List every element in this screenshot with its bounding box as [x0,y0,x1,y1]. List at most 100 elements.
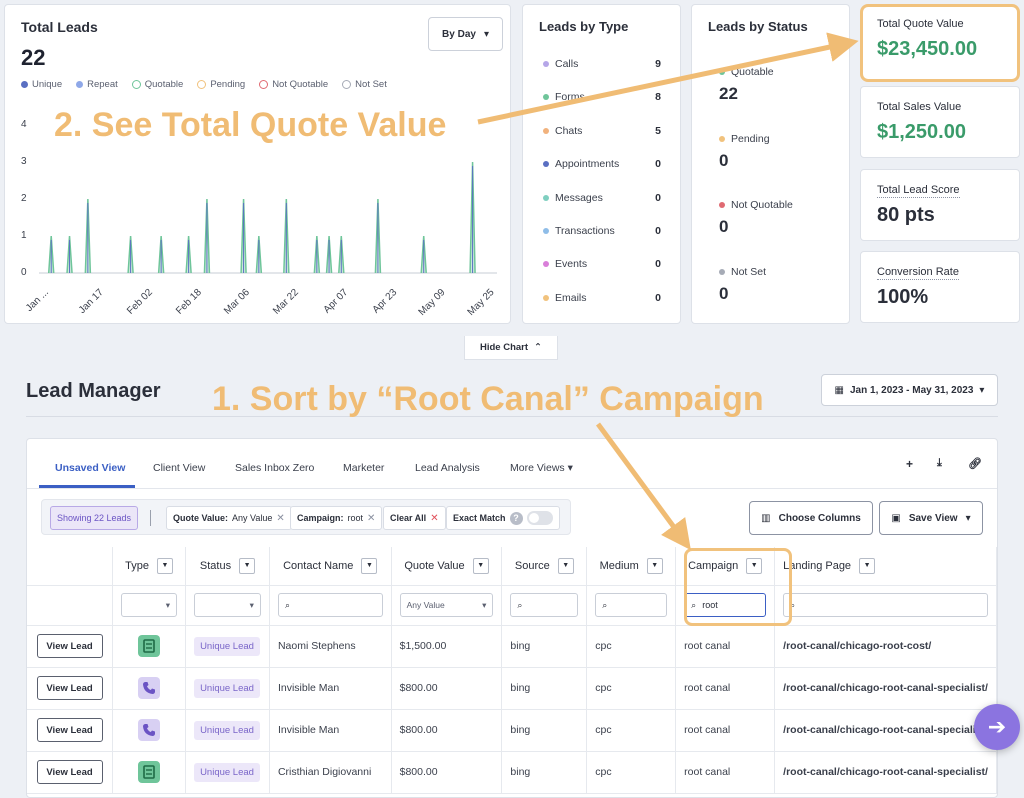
chevron-down-icon[interactable]: ▼ [239,557,256,574]
leads-status-row[interactable]: Not Set 0 [719,266,766,304]
view-tabs: Unsaved View Client View Sales Inbox Zer… [27,439,997,489]
view-lead-button[interactable]: View Lead [36,760,103,784]
leads-type-label: Calls [555,58,579,70]
column-header-landing-page[interactable]: Landing Page ▼ [774,547,997,586]
tab-more-views[interactable]: More Views ▾ [510,462,573,474]
hide-chart-label: Hide Chart [479,342,529,353]
table-row[interactable]: View Lead Unique Lead Invisible Man $800.00… [27,667,997,710]
table-row[interactable]: View Lead Unique Lead Invisible Man $800.00… [27,709,997,752]
download-icon[interactable]: ⤓ [937,457,942,469]
chart-legend: Unique Repeat Quotable Pending Not Quotable N… [21,79,387,90]
y-tick-label: 4 [21,119,27,130]
column-header-source[interactable]: Source ▼ [501,547,588,586]
leads-type-row[interactable]: Emails 0 [543,292,661,304]
showing-count-label: Showing 22 Leads [57,513,132,523]
divider [150,510,151,526]
leads-type-row[interactable]: Calls 9 [543,58,661,70]
type-filter-select[interactable]: ▾ [121,593,178,617]
landing-page-link[interactable]: /root-canal/chicago-root-canal-specialis… [774,667,997,710]
legend-item[interactable]: Quotable [131,79,183,90]
link-icon[interactable]: 🔗︎ [968,458,982,470]
landing-page-filter-input[interactable]: ⌕ [783,593,988,617]
clear-all-chip[interactable]: Clear All ✕ [383,506,446,530]
column-header-medium[interactable]: Medium ▼ [586,547,677,586]
legend-item[interactable]: Pending [197,79,245,90]
chevron-down-icon[interactable]: ▼ [361,557,378,574]
landing-page-link[interactable]: /root-canal/chicago-root-cost/ [774,625,997,668]
filter-cell: ⌕ [269,585,392,626]
plus-icon[interactable]: + [906,457,914,471]
legend-item[interactable]: Not Quotable [259,79,328,90]
view-lead-button[interactable]: View Lead [36,718,103,742]
choose-columns-button[interactable]: ▥ Choose Columns [749,501,873,535]
tab-lead-analysis[interactable]: Lead Analysis [415,462,480,474]
column-header-contact-name[interactable]: Contact Name ▼ [269,547,392,586]
chevron-down-icon[interactable]: ▼ [157,557,173,574]
quote-value-filter-select[interactable]: Any Value ▾ [399,593,494,617]
tab-unsaved-view[interactable]: Unsaved View [55,462,126,474]
view-lead-button[interactable]: View Lead [36,634,103,658]
leads-status-name: Pending [719,133,770,145]
type-cell [112,667,187,710]
leads-status-label: Not Set [731,266,767,279]
table-row[interactable]: View Lead Unique Lead Cristhian Digiovanni… [27,751,997,794]
chevron-down-icon[interactable]: ▼ [646,557,663,574]
landing-page-link[interactable]: /root-canal/chicago-root-canal-specialis… [774,751,997,794]
leads-status-count: 0 [719,284,729,304]
legend-item[interactable]: Not Set [342,79,387,90]
by-day-dropdown[interactable]: By Day ▾ [428,17,503,51]
close-icon[interactable]: ✕ [367,512,376,524]
leads-status-row[interactable]: Pending 0 [719,133,770,171]
chevron-down-icon[interactable]: ▼ [472,557,489,574]
view-lead-button[interactable]: View Lead [36,676,103,700]
exact-match-toggle[interactable]: Exact Match ? [446,506,560,530]
caret-down-icon: ▾ [483,28,489,40]
help-icon[interactable]: ? [509,511,523,525]
tab-client-view[interactable]: Client View [153,462,206,474]
column-header-campaign[interactable]: Campaign ▼ [675,547,776,586]
leads-type-row[interactable]: Forms 8 [543,91,661,103]
close-icon[interactable]: ✕ [276,512,285,524]
legend-item[interactable]: Repeat [76,79,118,90]
column-header-quote-value[interactable]: Quote Value ▼ [391,547,503,586]
column-header-status[interactable]: Status ▼ [185,547,270,586]
y-tick-label: 2 [21,193,27,204]
hide-chart-button[interactable]: Hide Chart ⌃ [464,336,558,360]
status-cell: Unique Lead [185,667,270,710]
chevron-down-icon[interactable]: ▼ [746,557,763,574]
contact-name-filter-input[interactable]: ⌕ [277,593,383,617]
chevron-down-icon[interactable]: ▼ [859,557,876,574]
leads-type-row[interactable]: Events 0 [543,258,661,270]
save-view-button[interactable]: ▣ Save View ▾ [879,501,983,535]
campaign-filter-input[interactable]: ⌕ root [684,593,767,617]
status-badge: Unique Lead [194,679,260,698]
conversion-rate: 100% [877,286,929,308]
landing-page-link[interactable]: /root-canal/chicago-root-canal-specialis… [774,709,997,752]
medium-filter-input[interactable]: ⌕ [595,593,668,617]
tab-marketer[interactable]: Marketer [343,462,385,474]
exact-match-switch[interactable] [526,511,553,525]
leads-status-row[interactable]: Not Quotable 0 [719,199,793,237]
column-header-type[interactable]: Type ▼ [112,547,187,586]
leads-type-row[interactable]: Appointments 0 [543,158,661,170]
leads-type-row[interactable]: Messages 0 [543,192,661,204]
leads-status-row[interactable]: Quotable 22 [719,66,774,104]
leads-type-row[interactable]: Transactions 0 [543,225,661,237]
leads-type-name: Transactions [543,225,615,237]
quote-value-filter-chip[interactable]: Quote Value: Any Value ✕ [166,506,292,530]
header-row: Type ▼ Status ▼ Contact Name ▼ Quote Value ▼… [27,547,997,586]
legend-marker [342,80,352,89]
source-filter-input[interactable]: ⌕ [510,593,579,617]
chevron-down-icon[interactable]: ▼ [557,557,574,574]
legend-item[interactable]: Unique [21,79,62,90]
leads-type-row[interactable]: Chats 5 [543,125,661,137]
campaign-filter-chip[interactable]: Campaign: root ✕ [290,506,383,530]
tab-sales-inbox-zero[interactable]: Sales Inbox Zero [235,462,315,474]
next-arrow-button[interactable]: ➔ [974,704,1020,750]
table-row[interactable]: View Lead Unique Lead Naomi Stephens $1,500… [27,625,997,668]
campaign-cell: root canal [675,709,776,752]
date-range-picker[interactable]: ▦ Jan 1, 2023 - May 31, 2023 ▾ [821,374,998,406]
clear-all-label: Clear All [390,513,427,523]
legend-label: Not Quotable [272,79,329,90]
status-filter-select[interactable]: ▾ [194,593,261,617]
